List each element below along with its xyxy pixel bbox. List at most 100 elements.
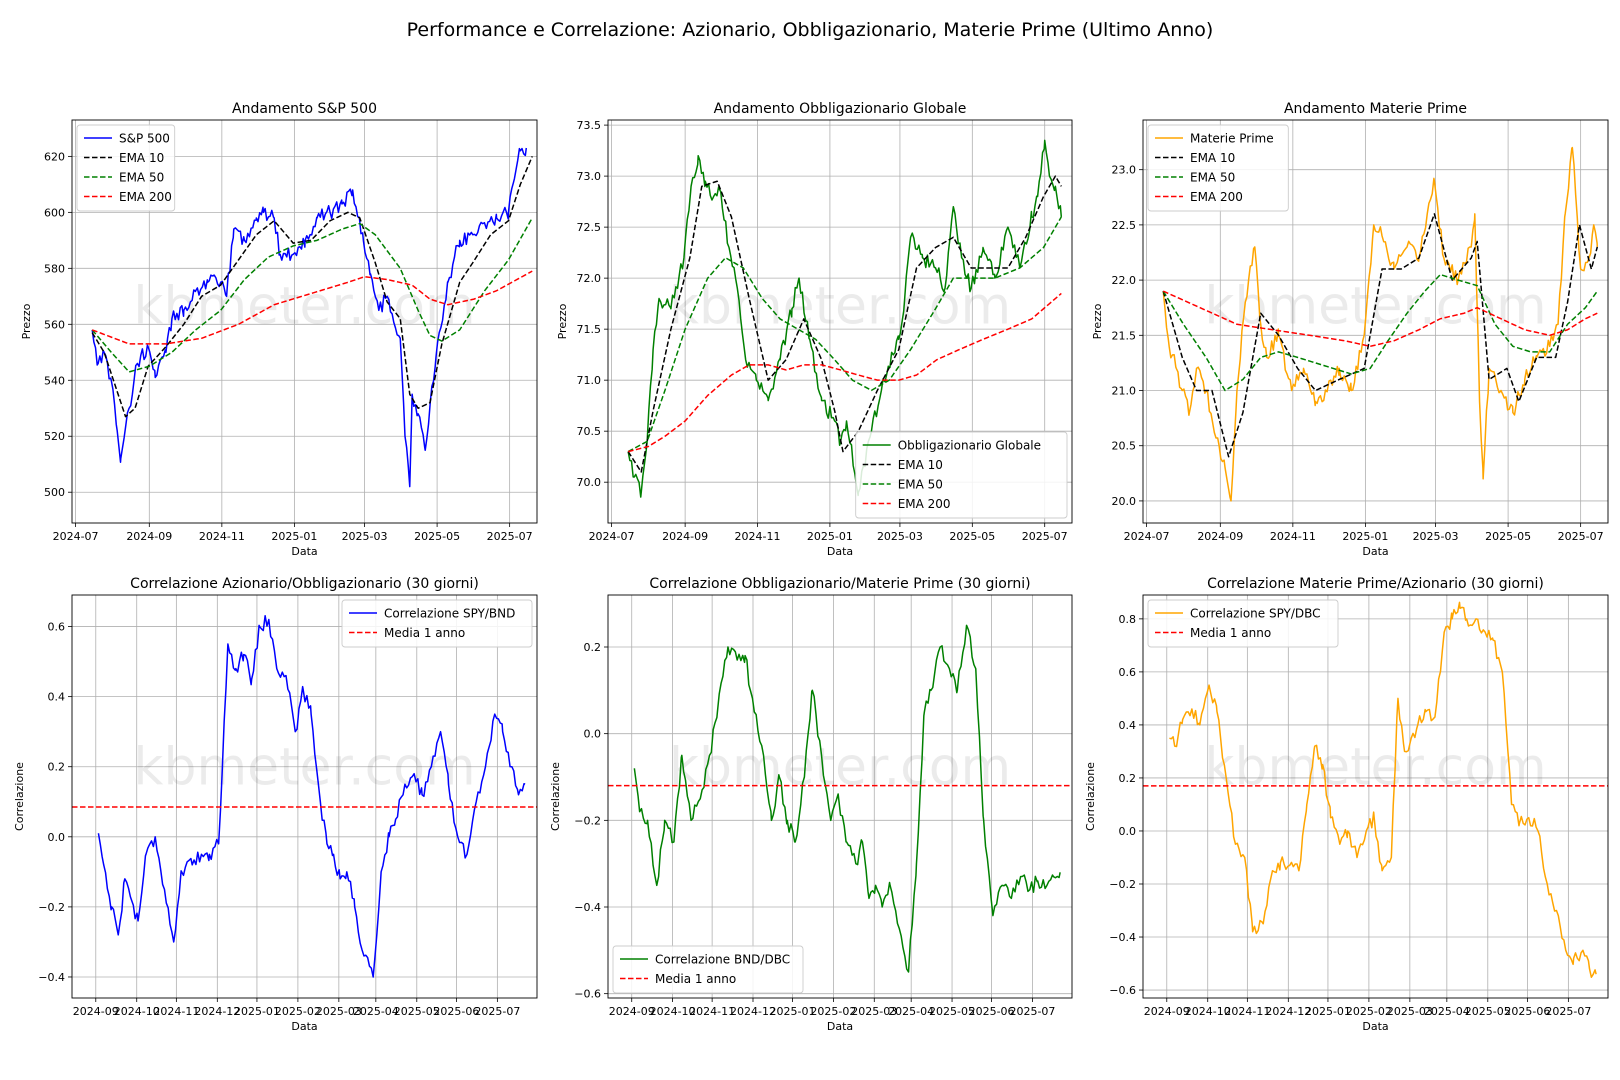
x-axis-label: Data	[291, 545, 317, 558]
series-line-ema-50	[627, 216, 1062, 453]
y-tick-label: 0.4	[48, 691, 66, 704]
y-tick-label: 0.2	[48, 761, 66, 774]
legend: Correlazione SPY/BND Media 1 anno	[341, 599, 533, 648]
x-tick-label: 2025-05	[929, 1005, 975, 1018]
y-tick-label: 600	[44, 206, 65, 219]
watermark: kbmeter.com	[669, 277, 1011, 337]
axes-frame	[71, 119, 538, 524]
x-tick-label: 2025-04	[353, 1005, 399, 1018]
legend-label: EMA 50	[119, 171, 164, 185]
legend-label: EMA 200	[1190, 190, 1243, 204]
subplot-grid: 2024-07 2024-09 2024-11 2025-01 2025-03 2025-…	[13, 101, 1609, 1033]
y-tick-label: 21.5	[1112, 329, 1137, 342]
legend: Correlazione BND/DBC Media 1 anno	[612, 945, 804, 994]
y-tick-label: 73.0	[577, 170, 602, 183]
legend-box	[855, 431, 1068, 519]
y-tick-label: −0.4	[574, 901, 601, 914]
legend-label: Media 1 anno	[655, 972, 736, 986]
x-tick-label: 2024-09	[73, 1005, 119, 1018]
y-tick-label: −0.2	[38, 901, 65, 914]
legend-box	[341, 599, 533, 648]
grid	[72, 120, 537, 523]
x-tick-label: 2025-03	[851, 1005, 897, 1018]
subplot-title: Andamento Materie Prime	[1284, 101, 1467, 117]
y-axis-label: Correlazione	[13, 762, 26, 831]
y-tick-label: 71.5	[577, 323, 602, 336]
x-tick-label: 2024-07	[589, 530, 635, 543]
series-line-ema-50	[91, 217, 533, 373]
series-line-ema-10	[91, 156, 533, 418]
legend-label: Correlazione BND/DBC	[655, 953, 790, 967]
y-tick-label: 73.5	[577, 119, 602, 132]
series-group	[91, 147, 533, 488]
x-tick-label: 2025-07	[474, 1005, 520, 1018]
legend-label: S&P 500	[119, 132, 170, 146]
series-line-ema-200	[91, 270, 533, 345]
y-tick-label: −0.2	[1109, 878, 1136, 891]
axes-frame	[1142, 119, 1609, 524]
y-tick-label: 72.5	[577, 221, 602, 234]
tick-labels: 2024-092024-102024-112024-122025-012025-…	[1109, 613, 1591, 1018]
x-tick-label: 2024-09	[1197, 530, 1243, 543]
x-tick-label: 2025-01	[770, 1005, 816, 1018]
y-tick-label: 0.0	[584, 728, 602, 741]
y-axis-label: Correlazione	[1084, 762, 1097, 831]
legend-label: EMA 50	[1190, 171, 1235, 185]
subplot-6: 2024-092024-102024-112024-122025-012025-…	[1084, 576, 1609, 1033]
legend: Obbligazionario Globale EMA 10 EMA 50 EMA 2…	[855, 431, 1068, 519]
grid	[1143, 595, 1608, 998]
axes-frame	[607, 594, 1073, 999]
y-tick-label: 540	[44, 374, 65, 387]
x-tick-label: 2025-03	[342, 530, 388, 543]
x-tick-label: 2025-07	[1558, 530, 1604, 543]
series-line-ema-200	[1162, 290, 1598, 348]
y-tick-label: 70.0	[577, 476, 602, 489]
y-tick-label: 20.5	[1112, 440, 1137, 453]
y-tick-label: −0.4	[38, 971, 65, 984]
y-tick-label: 22.5	[1112, 219, 1137, 232]
x-tick-label: 2024-11	[735, 530, 781, 543]
x-tick-label: 2025-07	[487, 530, 533, 543]
y-tick-label: −0.6	[1109, 984, 1136, 997]
series-group	[1162, 146, 1599, 502]
subplot-title: Andamento Obbligazionario Globale	[714, 101, 967, 117]
y-tick-label: 620	[44, 150, 65, 163]
subplot-1: 2024-07 2024-09 2024-11 2025-01 2025-03 2025-…	[20, 101, 538, 558]
series-group	[72, 615, 537, 978]
x-tick-label: 2024-12	[1265, 1005, 1311, 1018]
x-tick-label: 2024-11	[199, 530, 245, 543]
x-tick-label: 2025-01	[807, 530, 853, 543]
x-axis-label: Data	[827, 545, 853, 558]
y-tick-label: 0.4	[1119, 719, 1137, 732]
subplot-4: 2024-092024-102024-112024-122025-012025-…	[13, 576, 538, 1033]
x-tick-label: 2025-06	[1504, 1005, 1550, 1018]
y-tick-label: 580	[44, 262, 65, 275]
y-tick-label: 520	[44, 430, 65, 443]
x-tick-label: 2025-03	[877, 530, 923, 543]
series-group	[608, 624, 1072, 973]
legend-label: Correlazione SPY/BND	[384, 607, 515, 621]
x-tick-label: 2025-06	[433, 1005, 479, 1018]
x-tick-label: 2024-11	[1270, 530, 1316, 543]
legend-label: Obbligazionario Globale	[898, 439, 1041, 453]
grid	[608, 595, 1072, 998]
x-tick-label: 2025-05	[1485, 530, 1531, 543]
x-tick-label: 2025-02	[810, 1005, 856, 1018]
subplot-title: Correlazione Materie Prime/Azionario (30…	[1207, 576, 1544, 592]
grid	[72, 595, 537, 998]
legend-label: EMA 50	[898, 478, 943, 492]
y-tick-label: −0.4	[1109, 931, 1136, 944]
x-tick-label: 2025-05	[394, 1005, 440, 1018]
watermark: kbmeter.com	[669, 738, 1011, 798]
x-tick-label: 2024-11	[1224, 1005, 1270, 1018]
x-tick-label: 2024-10	[650, 1005, 696, 1018]
watermark: kbmeter.com	[133, 277, 475, 337]
watermark: kbmeter.com	[1204, 738, 1546, 798]
tick-labels: 2024-092024-102024-112024-122025-012025-…	[574, 641, 1055, 1018]
subplot-title: Correlazione Azionario/Obbligazionario (…	[130, 576, 479, 592]
legend: Correlazione SPY/DBC Media 1 anno	[1147, 599, 1339, 648]
y-tick-label: 0.2	[584, 641, 602, 654]
series-line-correlazione-bnd-dbc	[633, 624, 1061, 973]
